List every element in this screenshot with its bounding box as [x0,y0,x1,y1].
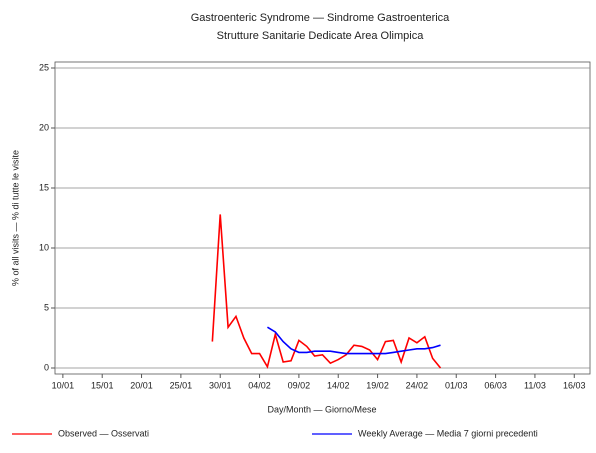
x-tick-label: 09/02 [288,380,311,390]
x-tick-label: 06/03 [484,380,507,390]
x-tick-label: 24/02 [406,380,429,390]
x-tick-label: 25/01 [170,380,193,390]
y-tick-label: 25 [39,62,49,72]
y-tick-label: 5 [44,302,49,312]
series-line [211,214,442,369]
y-tick-label: 20 [39,122,49,132]
x-tick-label: 16/03 [563,380,586,390]
x-tick-label: 19/02 [366,380,389,390]
series-line [267,326,441,355]
x-tick-label: 20/01 [130,380,153,390]
y-axis-label: % of all visits — % di tutte le visite [10,150,20,286]
chart-title: Gastroenteric Syndrome — Sindrome Gastro… [191,12,450,24]
y-tick-label: 10 [39,242,49,252]
y-tick-label: 15 [39,182,49,192]
x-tick-label: 15/01 [91,380,114,390]
y-tick-label: 0 [44,362,49,372]
chart-subtitle: Strutture Sanitarie Dedicate Area Olimpi… [217,30,425,42]
x-tick-label: 01/03 [445,380,468,390]
x-tick-label: 04/02 [248,380,271,390]
x-tick-label: 14/02 [327,380,350,390]
x-tick-label: 30/01 [209,380,232,390]
legend-label: Observed — Osservati [58,428,149,438]
x-tick-label: 10/01 [52,380,75,390]
x-axis-label: Day/Month — Giorno/Mese [267,404,376,414]
plot-frame [54,61,591,375]
x-tick-label: 11/03 [524,380,546,390]
legend-label: Weekly Average — Media 7 giorni preceden… [358,428,538,438]
